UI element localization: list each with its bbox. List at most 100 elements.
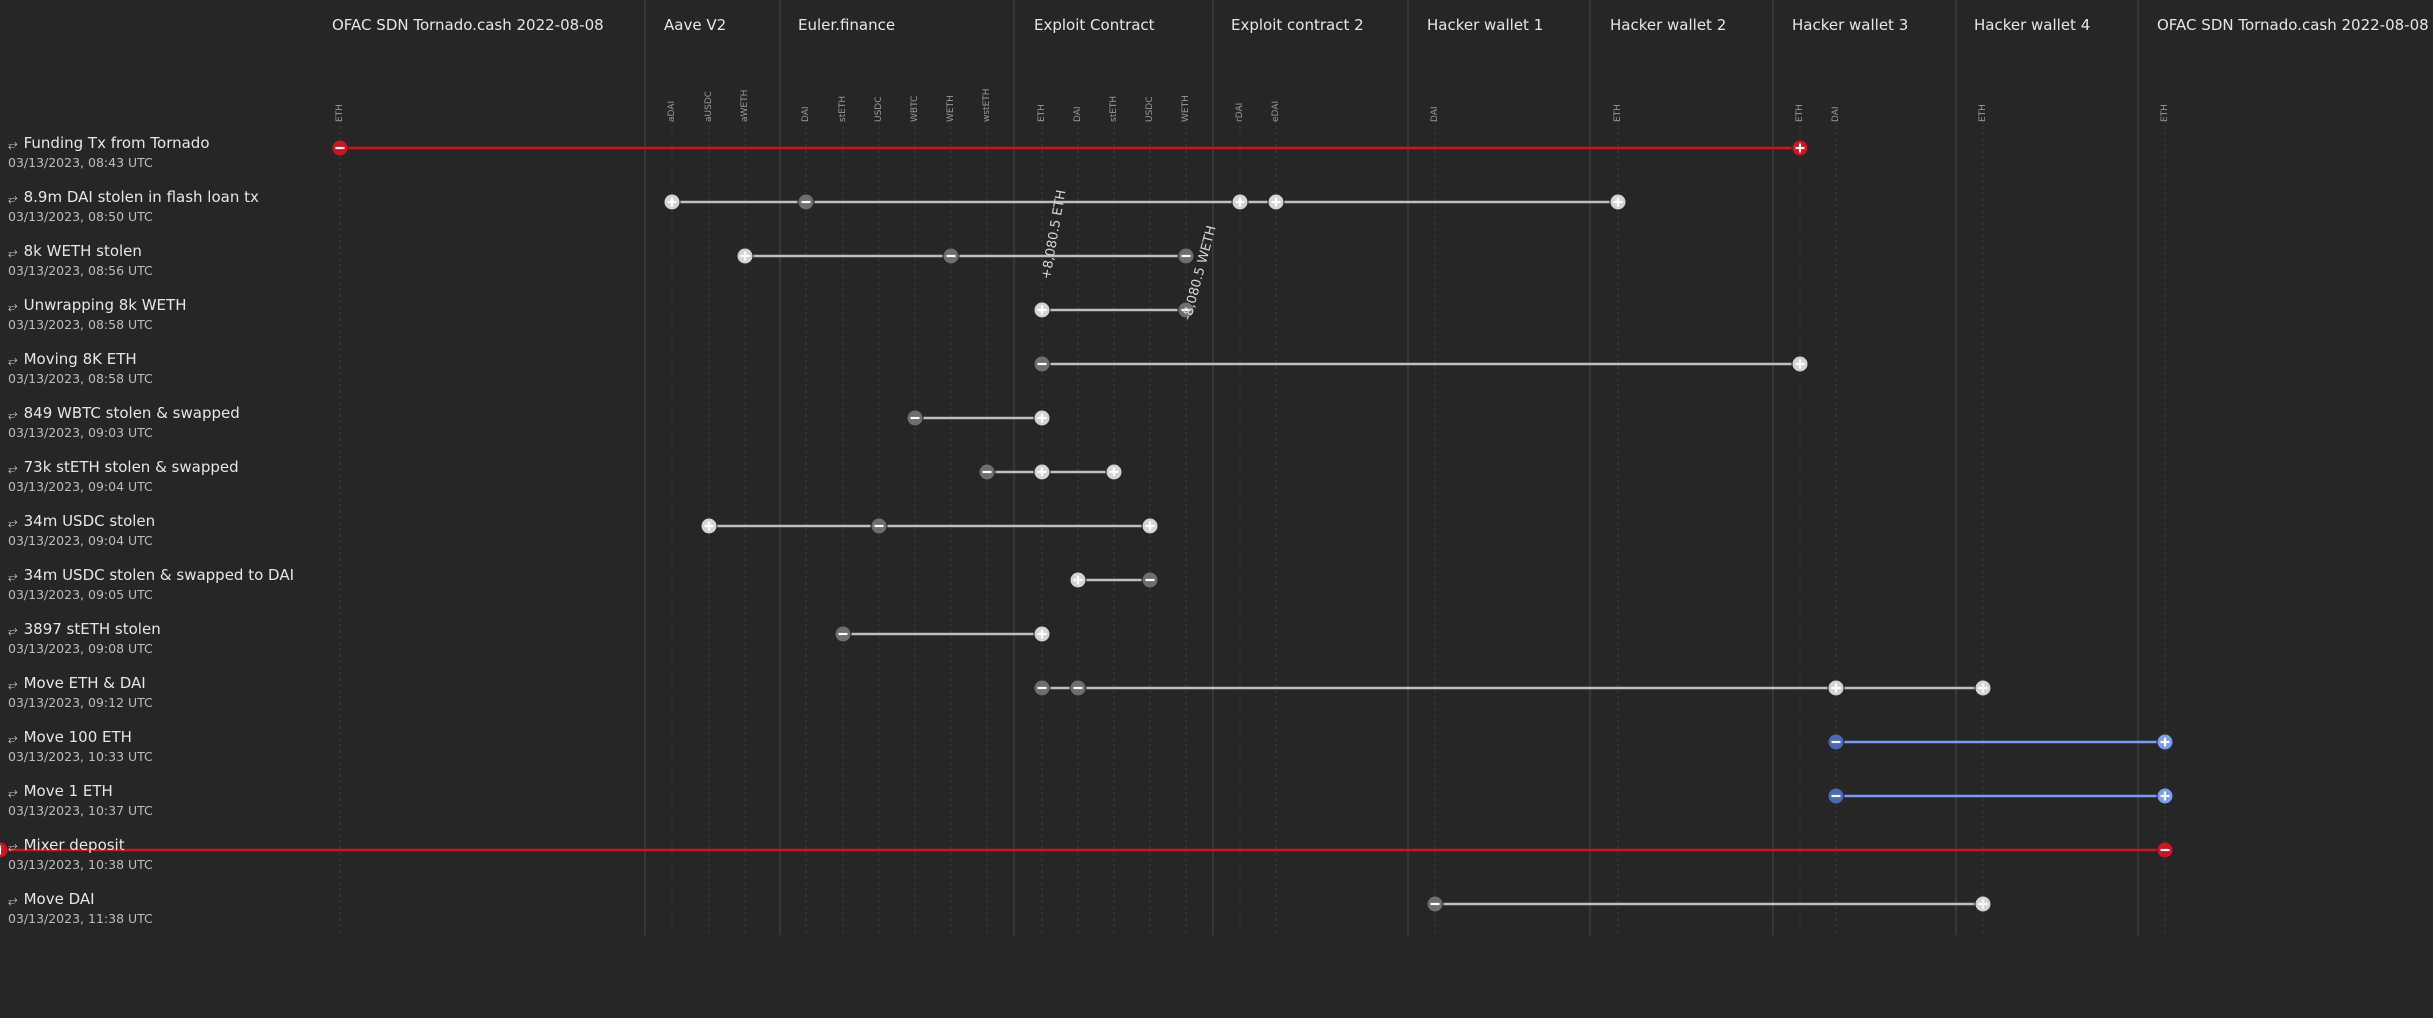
column-label: DAI [801,106,811,122]
column-label: DAI [1831,106,1841,122]
inflow-marker[interactable] [0,841,9,859]
transaction-label[interactable]: ⥂ 8.9m DAI stolen in flash loan tx [8,188,259,206]
inflow-marker[interactable] [1141,517,1159,535]
transaction-label[interactable]: ⥂ Move ETH & DAI [8,674,146,692]
transaction-title: Mixer deposit [23,836,125,854]
transaction-time: 03/13/2023, 08:50 UTC [8,209,153,224]
inflow-marker[interactable] [2156,733,2174,751]
outflow-marker[interactable] [1177,247,1195,265]
amount-annotation: +8,080.5 ETH [1039,188,1070,281]
transaction-title: 73k stETH stolen & swapped [23,458,239,476]
column-label: USDC [874,96,884,122]
transaction-time: 03/13/2023, 09:03 UTC [8,425,153,440]
inflow-marker[interactable] [1033,301,1051,319]
swap-arrows-icon: ⥂ [8,785,18,799]
inflow-marker[interactable] [1033,625,1051,643]
outflow-marker[interactable] [331,139,349,157]
transaction-time: 03/13/2023, 10:33 UTC [8,749,153,764]
column-label: wstETH [982,88,992,122]
transaction-time: 03/13/2023, 08:58 UTC [8,317,153,332]
outflow-marker[interactable] [978,463,996,481]
outflow-marker[interactable] [1827,787,1845,805]
column-label: stETH [838,95,848,122]
transaction-label[interactable]: ⥂ 8k WETH stolen [8,242,142,260]
column-label: rDAI [1235,102,1245,122]
column-label: ETH [1978,104,1988,122]
inflow-marker[interactable] [1609,193,1627,211]
transaction-label[interactable]: ⥂ Move 100 ETH [8,728,132,746]
swap-arrows-icon: ⥂ [8,137,18,151]
transaction-title: Moving 8K ETH [23,350,137,368]
outflow-marker[interactable] [906,409,924,427]
transaction-label[interactable]: ⥂ 3897 stETH stolen [8,620,161,638]
inflow-marker[interactable] [663,193,681,211]
transaction-label[interactable]: ⥂ 849 WBTC stolen & swapped [8,404,240,422]
group-title-hw3: Hacker wallet 3 [1792,16,1909,34]
transaction-time: 03/13/2023, 09:08 UTC [8,641,153,656]
outflow-marker[interactable] [1426,895,1444,913]
inflow-marker[interactable] [1069,571,1087,589]
transaction-label[interactable]: ⥂ 73k stETH stolen & swapped [8,458,239,476]
transaction-label[interactable]: ⥂ Moving 8K ETH [8,350,137,368]
transaction-label[interactable]: ⥂ 34m USDC stolen [8,512,155,530]
transaction-time: 03/13/2023, 09:04 UTC [8,533,153,548]
transaction-label[interactable]: ⥂ 34m USDC stolen & swapped to DAI [8,566,294,584]
outflow-marker[interactable] [942,247,960,265]
inflow-marker[interactable] [1791,139,1809,157]
outflow-marker[interactable] [1177,301,1195,319]
transaction-label[interactable]: ⥂ Mixer deposit [8,836,125,854]
column-label: DAI [1073,106,1083,122]
swap-arrows-icon: ⥂ [8,191,18,205]
transaction-label[interactable]: ⥂ Move 1 ETH [8,782,113,800]
swap-arrows-icon: ⥂ [8,299,18,313]
column-label: WETH [1181,95,1191,122]
transaction-title: 3897 stETH stolen [23,620,161,638]
group-title-exploit: Exploit Contract [1034,16,1155,34]
swap-arrows-icon: ⥂ [8,893,18,907]
column-label: eDAI [1271,100,1281,122]
inflow-marker[interactable] [1974,895,1992,913]
inflow-marker[interactable] [1974,679,1992,697]
outflow-marker[interactable] [797,193,815,211]
outflow-marker[interactable] [1069,679,1087,697]
group-title-ofac2: OFAC SDN Tornado.cash 2022-08-08 [2157,16,2429,34]
transaction-label[interactable]: ⥂ Unwrapping 8k WETH [8,296,186,314]
inflow-marker[interactable] [1267,193,1285,211]
outflow-marker[interactable] [834,625,852,643]
outflow-marker[interactable] [2156,841,2174,859]
transaction-title: Move ETH & DAI [23,674,146,692]
swap-arrows-icon: ⥂ [8,407,18,421]
swap-arrows-icon: ⥂ [8,839,18,853]
transaction-time: 03/13/2023, 09:05 UTC [8,587,153,602]
inflow-marker[interactable] [736,247,754,265]
transaction-label[interactable]: ⥂ Funding Tx from Tornado [8,134,210,152]
transaction-label[interactable]: ⥂ Move DAI [8,890,95,908]
transaction-time: 03/13/2023, 10:38 UTC [8,857,153,872]
swap-arrows-icon: ⥂ [8,353,18,367]
transaction-time: 03/13/2023, 11:38 UTC [8,911,153,926]
inflow-marker[interactable] [1033,409,1051,427]
inflow-marker[interactable] [1827,679,1845,697]
inflow-marker[interactable] [1033,463,1051,481]
column-label: WBTC [910,95,920,122]
outflow-marker[interactable] [1033,355,1051,373]
outflow-marker[interactable] [870,517,888,535]
transaction-title: 34m USDC stolen [23,512,156,530]
column-label: aDAI [667,100,677,122]
swap-arrows-icon: ⥂ [8,623,18,637]
inflow-marker[interactable] [700,517,718,535]
column-label: ETH [1795,104,1805,122]
transaction-title: 8.9m DAI stolen in flash loan tx [23,188,259,206]
column-label: ETH [335,104,345,122]
inflow-marker[interactable] [2156,787,2174,805]
inflow-marker[interactable] [1105,463,1123,481]
inflow-marker[interactable] [1791,355,1809,373]
outflow-marker[interactable] [1033,679,1051,697]
inflow-marker[interactable] [1231,193,1249,211]
swap-arrows-icon: ⥂ [8,515,18,529]
transaction-title: Unwrapping 8k WETH [23,296,187,314]
outflow-marker[interactable] [1827,733,1845,751]
outflow-marker[interactable] [1141,571,1159,589]
